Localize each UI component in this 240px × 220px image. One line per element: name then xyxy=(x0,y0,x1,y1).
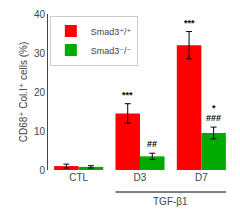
svg-text:40: 40 xyxy=(34,9,46,20)
svg-text:***: *** xyxy=(184,18,195,28)
svg-text:Smad3⁺/⁺: Smad3⁺/⁺ xyxy=(91,27,132,37)
svg-text:0: 0 xyxy=(39,165,45,176)
svg-text:TGF-β1: TGF-β1 xyxy=(153,196,188,207)
svg-text:20: 20 xyxy=(34,87,46,98)
svg-text:###: ### xyxy=(206,113,221,123)
svg-text:##: ## xyxy=(147,139,157,149)
svg-text:D3: D3 xyxy=(134,172,147,183)
svg-text:***: *** xyxy=(122,90,133,100)
svg-text:30: 30 xyxy=(34,48,46,59)
svg-text:D7: D7 xyxy=(195,172,208,183)
svg-text:CTL: CTL xyxy=(69,172,88,183)
svg-text:CD68⁺ Col.I⁺ cells (%): CD68⁺ Col.I⁺ cells (%) xyxy=(18,42,29,143)
svg-text:Smad3⁻/⁻: Smad3⁻/⁻ xyxy=(91,46,132,56)
svg-text:10: 10 xyxy=(34,126,46,137)
svg-text:*: * xyxy=(212,103,216,113)
